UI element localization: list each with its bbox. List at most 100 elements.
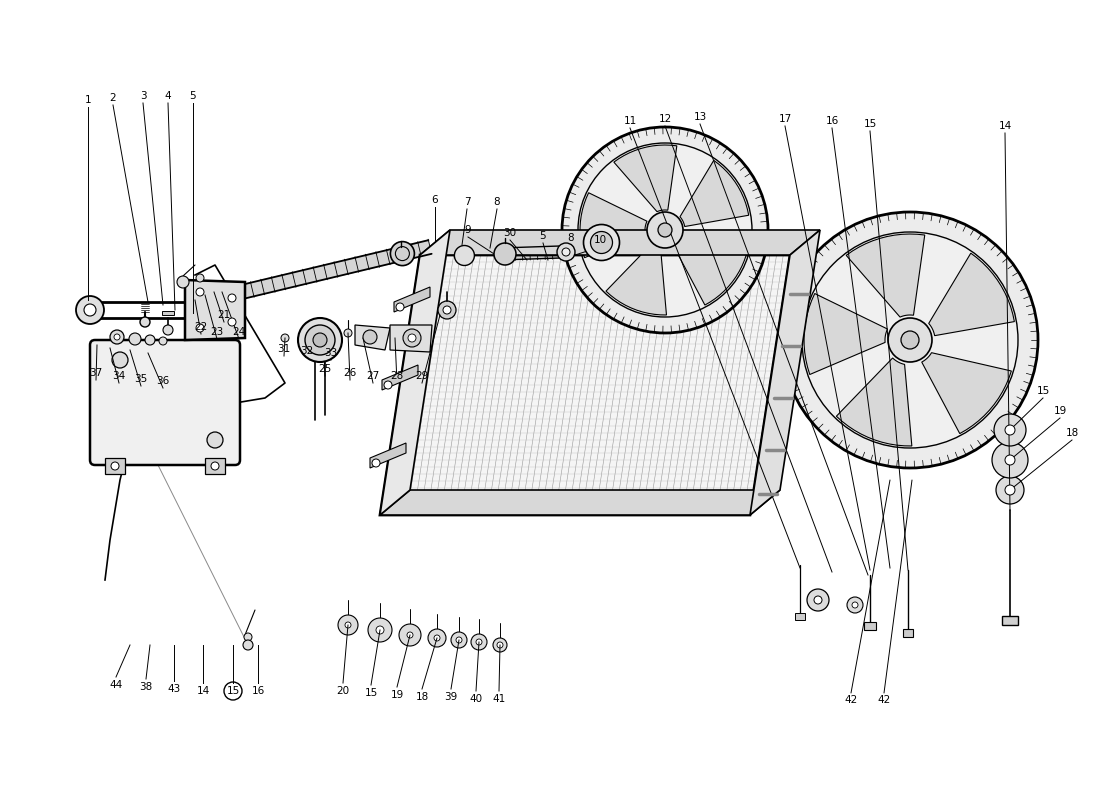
Circle shape bbox=[901, 331, 918, 349]
Text: 10: 10 bbox=[593, 235, 606, 245]
Polygon shape bbox=[370, 443, 406, 468]
Circle shape bbox=[390, 242, 415, 266]
Polygon shape bbox=[390, 325, 432, 352]
Circle shape bbox=[160, 337, 167, 345]
Bar bbox=[903, 629, 913, 637]
Polygon shape bbox=[836, 358, 912, 446]
Polygon shape bbox=[922, 353, 1011, 434]
Circle shape bbox=[807, 589, 829, 611]
Polygon shape bbox=[499, 246, 560, 260]
Text: 15: 15 bbox=[864, 119, 877, 129]
Circle shape bbox=[372, 459, 379, 467]
Polygon shape bbox=[606, 244, 667, 315]
Text: 16: 16 bbox=[252, 686, 265, 696]
Circle shape bbox=[438, 301, 456, 319]
Text: 17: 17 bbox=[779, 114, 792, 124]
Text: 14: 14 bbox=[999, 121, 1012, 131]
Text: 38: 38 bbox=[140, 682, 153, 692]
Text: 16: 16 bbox=[825, 116, 838, 126]
Circle shape bbox=[493, 638, 507, 652]
Circle shape bbox=[992, 442, 1028, 478]
Text: 13: 13 bbox=[693, 112, 706, 122]
Circle shape bbox=[578, 143, 752, 317]
Circle shape bbox=[456, 637, 462, 643]
Circle shape bbox=[407, 632, 412, 638]
Text: 8: 8 bbox=[494, 197, 501, 207]
Circle shape bbox=[305, 325, 336, 355]
Circle shape bbox=[494, 243, 516, 265]
Text: 19: 19 bbox=[390, 690, 404, 700]
Circle shape bbox=[562, 248, 570, 256]
Polygon shape bbox=[846, 234, 925, 317]
Circle shape bbox=[888, 318, 932, 362]
Circle shape bbox=[994, 414, 1026, 446]
Text: 24: 24 bbox=[232, 327, 245, 337]
Text: 20: 20 bbox=[337, 686, 350, 696]
Circle shape bbox=[244, 633, 252, 641]
Circle shape bbox=[1005, 455, 1015, 465]
Text: 18: 18 bbox=[416, 692, 429, 702]
Polygon shape bbox=[379, 230, 450, 515]
Text: 22: 22 bbox=[195, 322, 208, 332]
Bar bbox=[864, 622, 876, 630]
Circle shape bbox=[451, 632, 468, 648]
Text: 42: 42 bbox=[845, 695, 858, 705]
Circle shape bbox=[454, 246, 474, 266]
Circle shape bbox=[114, 334, 120, 340]
Polygon shape bbox=[379, 255, 790, 515]
Circle shape bbox=[228, 318, 236, 326]
Text: 29: 29 bbox=[416, 371, 429, 381]
Circle shape bbox=[814, 596, 822, 604]
Polygon shape bbox=[185, 280, 245, 340]
Circle shape bbox=[363, 330, 377, 344]
Text: 40: 40 bbox=[470, 694, 483, 704]
Circle shape bbox=[852, 602, 858, 608]
Circle shape bbox=[1005, 425, 1015, 435]
Text: 19: 19 bbox=[1054, 406, 1067, 416]
Circle shape bbox=[112, 352, 128, 368]
Circle shape bbox=[368, 618, 392, 642]
Circle shape bbox=[591, 231, 613, 254]
Text: 6: 6 bbox=[431, 195, 438, 205]
Polygon shape bbox=[614, 145, 676, 212]
Circle shape bbox=[847, 597, 864, 613]
Circle shape bbox=[396, 303, 404, 311]
Circle shape bbox=[647, 212, 683, 248]
Polygon shape bbox=[750, 230, 820, 515]
Circle shape bbox=[207, 432, 223, 448]
Circle shape bbox=[84, 304, 96, 316]
Text: 7: 7 bbox=[464, 197, 471, 207]
Text: 23: 23 bbox=[210, 327, 223, 337]
Text: 41: 41 bbox=[493, 694, 506, 704]
Text: 25: 25 bbox=[318, 364, 331, 374]
Circle shape bbox=[557, 243, 575, 261]
Text: 21: 21 bbox=[218, 310, 231, 320]
Text: 5: 5 bbox=[189, 91, 196, 101]
Text: 12: 12 bbox=[659, 114, 672, 124]
Text: 18: 18 bbox=[1066, 428, 1079, 438]
Circle shape bbox=[583, 225, 619, 261]
Circle shape bbox=[443, 306, 451, 314]
Bar bbox=[104, 458, 125, 474]
Circle shape bbox=[129, 333, 141, 345]
Circle shape bbox=[476, 639, 482, 645]
Circle shape bbox=[344, 329, 352, 337]
Bar bbox=[795, 613, 805, 620]
Text: 14: 14 bbox=[197, 686, 210, 696]
Circle shape bbox=[782, 212, 1038, 468]
Text: 26: 26 bbox=[343, 368, 356, 378]
Text: 44: 44 bbox=[109, 680, 122, 690]
Circle shape bbox=[177, 276, 189, 288]
Circle shape bbox=[196, 288, 204, 296]
Circle shape bbox=[471, 634, 487, 650]
Polygon shape bbox=[580, 193, 647, 258]
Circle shape bbox=[280, 334, 289, 342]
Bar bbox=[1002, 616, 1018, 625]
Text: 15: 15 bbox=[364, 688, 377, 698]
Circle shape bbox=[140, 317, 150, 327]
Text: 15: 15 bbox=[227, 686, 240, 696]
Circle shape bbox=[996, 476, 1024, 504]
Polygon shape bbox=[674, 240, 746, 305]
Text: 3: 3 bbox=[140, 91, 146, 101]
Text: 15: 15 bbox=[1036, 386, 1049, 396]
